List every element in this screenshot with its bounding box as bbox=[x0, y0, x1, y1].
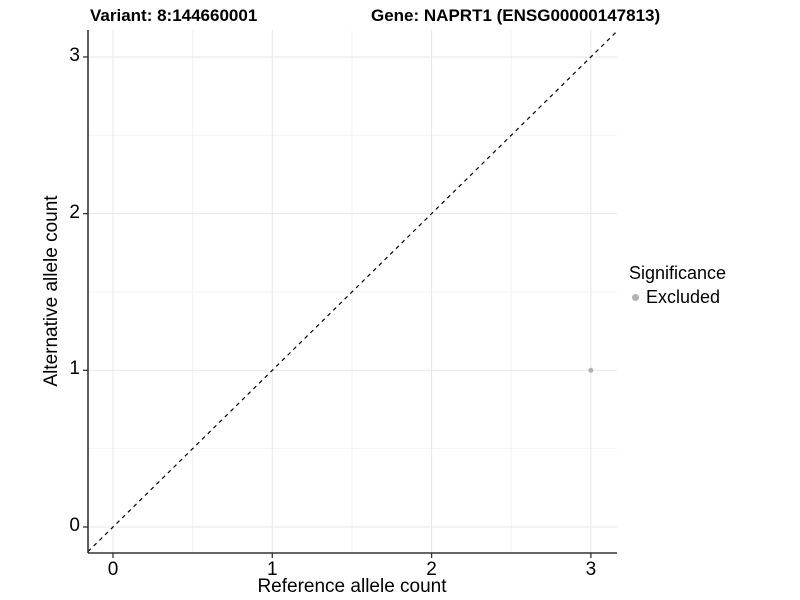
x-axis-title: Reference allele count bbox=[257, 576, 447, 597]
identity-dashed-line bbox=[87, 30, 618, 553]
legend-items: Excluded bbox=[629, 287, 726, 308]
legend-point-icon bbox=[632, 294, 639, 301]
y-tick-label: 2 bbox=[69, 201, 80, 223]
plot-panel bbox=[83, 30, 618, 558]
x-tick-label: 2 bbox=[426, 559, 437, 580]
plot-title-variant: Variant: 8:144660001 bbox=[90, 6, 258, 25]
y-tick-label: 3 bbox=[69, 44, 80, 66]
legend: Significance Excluded bbox=[629, 263, 726, 308]
x-tick-label: 0 bbox=[107, 559, 119, 580]
legend-item: Excluded bbox=[629, 287, 726, 308]
y-tick-label: 1 bbox=[69, 358, 80, 380]
x-tick-label: 3 bbox=[585, 559, 597, 580]
y-axis-title: Alternative allele count bbox=[41, 195, 62, 387]
plot-title-gene: Gene: NAPRT1 (ENSG00000147813) bbox=[371, 6, 661, 25]
data-point bbox=[588, 367, 594, 373]
y-tick-label: 0 bbox=[69, 514, 80, 536]
x-tick-label: 1 bbox=[267, 559, 278, 580]
legend-item-label: Excluded bbox=[646, 287, 721, 307]
legend-title: Significance bbox=[629, 263, 727, 283]
chart-canvas bbox=[83, 30, 618, 558]
